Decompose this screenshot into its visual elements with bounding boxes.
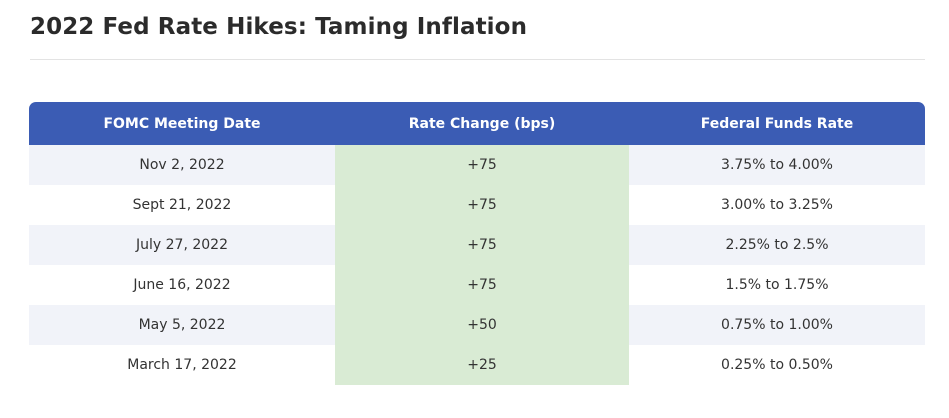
meeting-date-cell: Sept 21, 2022	[29, 185, 335, 225]
table-row: June 16, 2022 +75 1.5% to 1.75%	[29, 265, 925, 305]
header-fomc-meeting-date: FOMC Meeting Date	[29, 102, 335, 145]
funds-rate-cell: 3.00% to 3.25%	[629, 185, 925, 225]
funds-rate-cell: 3.75% to 4.00%	[629, 145, 925, 185]
rate-change-cell: +75	[335, 225, 629, 265]
rate-change-cell: +75	[335, 145, 629, 185]
table-row: May 5, 2022 +50 0.75% to 1.00%	[29, 305, 925, 345]
meeting-date-cell: Nov 2, 2022	[29, 145, 335, 185]
table-row: July 27, 2022 +75 2.25% to 2.5%	[29, 225, 925, 265]
funds-rate-cell: 2.25% to 2.5%	[629, 225, 925, 265]
page-title: 2022 Fed Rate Hikes: Taming Inflation	[30, 14, 528, 40]
meeting-date-cell: June 16, 2022	[29, 265, 335, 305]
meeting-date-cell: May 5, 2022	[29, 305, 335, 345]
funds-rate-cell: 1.5% to 1.75%	[629, 265, 925, 305]
funds-rate-cell: 0.75% to 1.00%	[629, 305, 925, 345]
table-row: Nov 2, 2022 +75 3.75% to 4.00%	[29, 145, 925, 185]
funds-rate-cell: 0.25% to 0.50%	[629, 345, 925, 385]
meeting-date-cell: July 27, 2022	[29, 225, 335, 265]
table-header-row: FOMC Meeting Date Rate Change (bps) Fede…	[29, 102, 925, 145]
table-row: Sept 21, 2022 +75 3.00% to 3.25%	[29, 185, 925, 225]
table-row: March 17, 2022 +25 0.25% to 0.50%	[29, 345, 925, 385]
meeting-date-cell: March 17, 2022	[29, 345, 335, 385]
rate-change-cell: +25	[335, 345, 629, 385]
fed-rate-hikes-table: FOMC Meeting Date Rate Change (bps) Fede…	[29, 102, 925, 385]
rate-change-cell: +75	[335, 185, 629, 225]
rate-change-cell: +50	[335, 305, 629, 345]
header-rate-change: Rate Change (bps)	[335, 102, 629, 145]
header-federal-funds-rate: Federal Funds Rate	[629, 102, 925, 145]
rate-change-cell: +75	[335, 265, 629, 305]
title-divider	[30, 59, 925, 60]
